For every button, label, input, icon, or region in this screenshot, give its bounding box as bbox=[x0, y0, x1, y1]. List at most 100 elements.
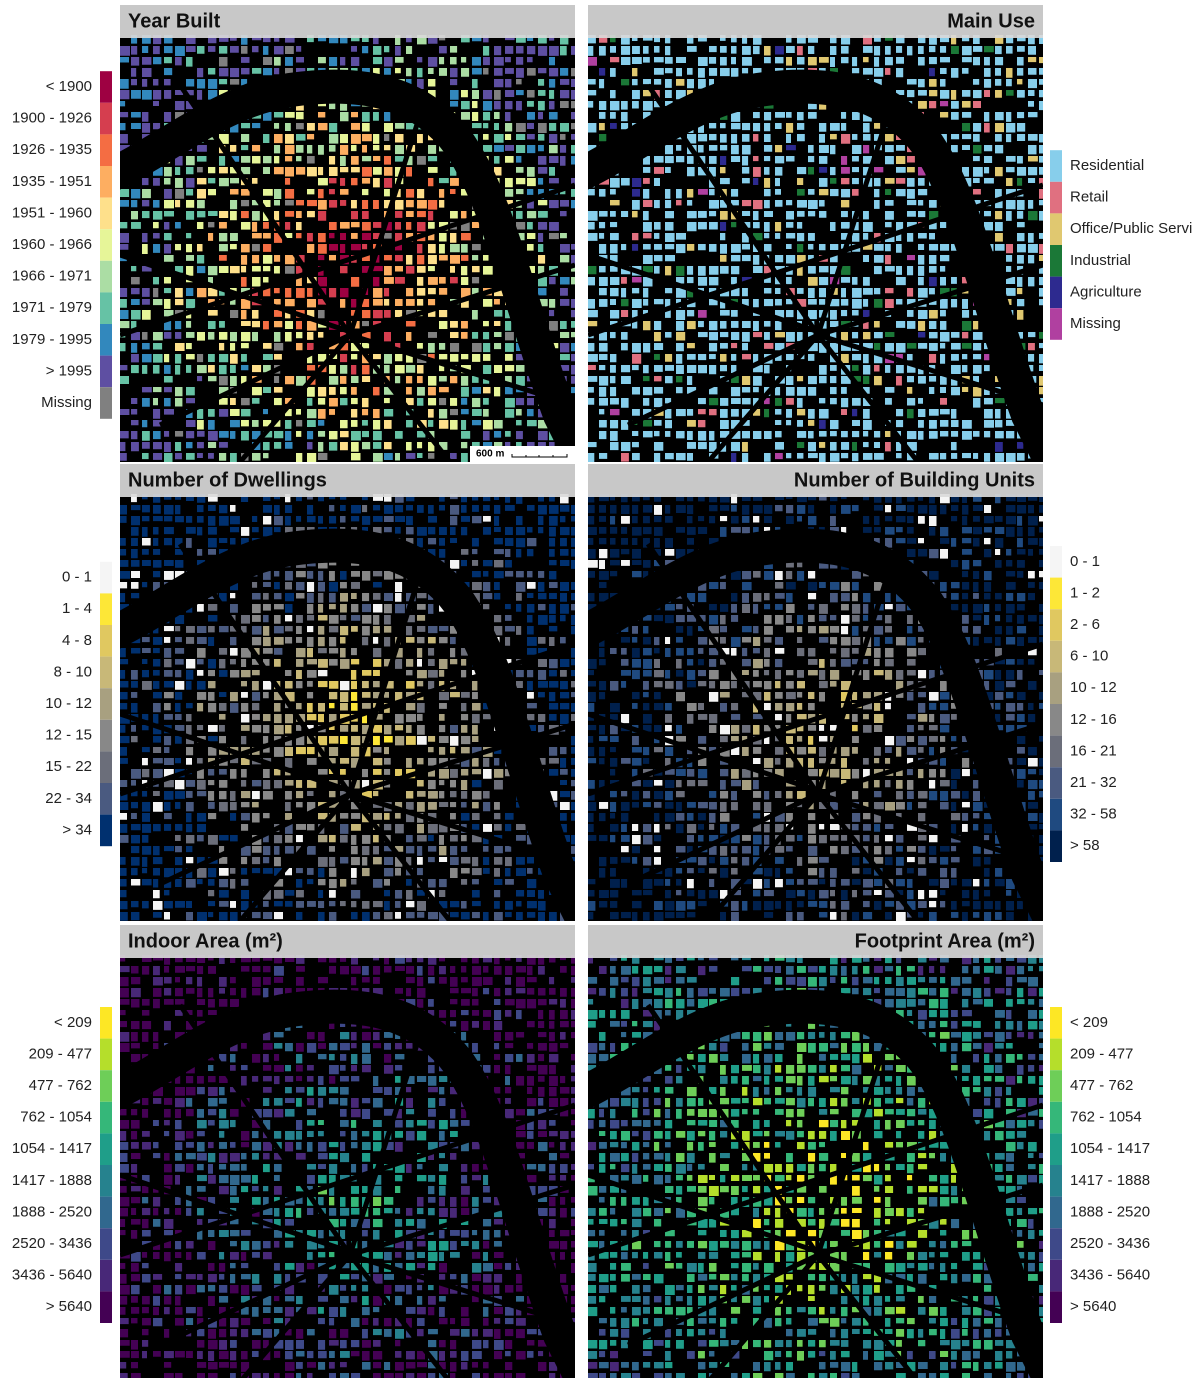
building-blocks bbox=[164, 549, 513, 889]
title-bar bbox=[588, 925, 1043, 958]
road bbox=[815, 573, 891, 795]
scale-bar bbox=[511, 454, 568, 458]
legend-swatch bbox=[1050, 213, 1062, 245]
legend-label: 10 - 12 bbox=[45, 695, 92, 712]
map-panel: Main Use bbox=[588, 5, 1043, 462]
legend-swatch bbox=[100, 751, 112, 783]
legend-swatch bbox=[1050, 735, 1062, 768]
road bbox=[120, 1102, 575, 1258]
legend-swatch bbox=[100, 561, 112, 594]
road bbox=[706, 333, 820, 462]
road bbox=[120, 641, 575, 797]
road bbox=[177, 542, 353, 796]
building-blocks bbox=[197, 1032, 503, 1358]
legend-swatch bbox=[1050, 245, 1062, 277]
legend-label: Residential bbox=[1070, 157, 1144, 174]
building-blocks bbox=[120, 35, 575, 462]
legend-swatch bbox=[100, 656, 112, 689]
road bbox=[158, 332, 352, 428]
legend-label: 1951 - 1960 bbox=[12, 204, 92, 221]
legend-label: > 58 bbox=[1070, 837, 1100, 854]
legend-swatch bbox=[100, 1259, 112, 1292]
legend-label: 3436 - 5640 bbox=[12, 1267, 92, 1284]
legend-label: 6 - 10 bbox=[1070, 648, 1108, 665]
road bbox=[238, 792, 352, 921]
legend-label: 3436 - 5640 bbox=[1070, 1267, 1150, 1284]
legend-label: Missing bbox=[41, 394, 92, 411]
legend-swatch bbox=[1050, 1038, 1062, 1071]
title-bar bbox=[120, 5, 575, 38]
building-blocks bbox=[131, 505, 575, 920]
legend-label: 1054 - 1417 bbox=[1070, 1140, 1150, 1157]
legend-label: 762 - 1054 bbox=[20, 1109, 92, 1126]
legend-swatch bbox=[100, 688, 112, 720]
title-bar bbox=[588, 464, 1043, 497]
road bbox=[347, 573, 423, 795]
legend-swatch bbox=[1050, 704, 1062, 736]
legend-swatch bbox=[1050, 830, 1062, 862]
road bbox=[626, 332, 820, 428]
legend-swatch bbox=[100, 1291, 112, 1323]
road bbox=[240, 1253, 352, 1378]
road bbox=[816, 333, 920, 462]
legend-label: 1900 - 1926 bbox=[12, 110, 92, 127]
title-bar bbox=[120, 925, 575, 958]
legend-swatch bbox=[100, 387, 112, 419]
legend-swatch bbox=[100, 102, 112, 135]
map-panel: Indoor Area (m²) bbox=[120, 925, 575, 1378]
road bbox=[626, 791, 820, 887]
legend-label: 22 - 34 bbox=[45, 790, 92, 807]
legend-label: 32 - 58 bbox=[1070, 806, 1117, 823]
legend-label: 4 - 8 bbox=[62, 632, 92, 649]
building-blocks bbox=[241, 1076, 469, 1314]
legend-label: > 1995 bbox=[46, 362, 92, 379]
legend-swatch bbox=[100, 1165, 112, 1197]
legend-swatch bbox=[100, 1228, 112, 1260]
legend-swatch bbox=[100, 719, 112, 752]
legend-label: 2 - 6 bbox=[1070, 616, 1100, 633]
legend-label: 15 - 22 bbox=[45, 758, 92, 775]
road bbox=[645, 83, 821, 337]
river-park bbox=[120, 69, 575, 462]
legend-label: 0 - 1 bbox=[62, 569, 92, 586]
panel-title: Number of Dwellings bbox=[128, 469, 327, 491]
road bbox=[817, 1252, 1043, 1328]
building-blocks bbox=[252, 178, 458, 375]
building-blocks bbox=[296, 659, 416, 800]
road bbox=[588, 641, 1043, 797]
legend-swatch bbox=[1050, 181, 1062, 214]
legend-label: 1888 - 2520 bbox=[12, 1203, 92, 1220]
legend-swatch bbox=[100, 229, 112, 261]
legend-label: > 34 bbox=[62, 821, 92, 838]
legend-label: 1926 - 1935 bbox=[12, 141, 92, 158]
legend-swatch bbox=[100, 1070, 112, 1102]
legend-label: Retail bbox=[1070, 189, 1108, 206]
building-blocks bbox=[808, 692, 858, 745]
road bbox=[817, 1182, 1043, 1258]
legend-label: 1054 - 1417 bbox=[12, 1140, 92, 1157]
legend-swatch bbox=[1050, 1259, 1062, 1292]
legend-label: Missing bbox=[1070, 315, 1121, 332]
legend-swatch bbox=[100, 260, 112, 293]
legend-label: 477 - 762 bbox=[29, 1077, 92, 1094]
legend-label: 1966 - 1971 bbox=[12, 268, 92, 285]
legend-label: > 5640 bbox=[1070, 1298, 1116, 1315]
legend-label: 10 - 12 bbox=[1070, 679, 1117, 696]
panel-title: Number of Building Units bbox=[794, 469, 1035, 491]
legend-swatch bbox=[1050, 767, 1062, 799]
panel-title: Main Use bbox=[947, 10, 1035, 32]
legend-swatch bbox=[1050, 276, 1062, 309]
road bbox=[349, 1252, 575, 1328]
building-blocks bbox=[296, 1120, 401, 1258]
panel-title: Footprint Area (m²) bbox=[855, 930, 1035, 952]
legend-swatch bbox=[100, 593, 112, 625]
legend-swatch bbox=[100, 814, 112, 847]
road bbox=[817, 721, 1043, 797]
legend-swatch bbox=[1050, 1291, 1062, 1323]
map-panel: Number of Building Units bbox=[588, 464, 1043, 921]
scale-bar-label: 600 m bbox=[476, 449, 504, 460]
road bbox=[349, 791, 575, 867]
road bbox=[645, 542, 821, 796]
river-park bbox=[588, 528, 1043, 921]
legend-label: 2520 - 3436 bbox=[12, 1235, 92, 1252]
